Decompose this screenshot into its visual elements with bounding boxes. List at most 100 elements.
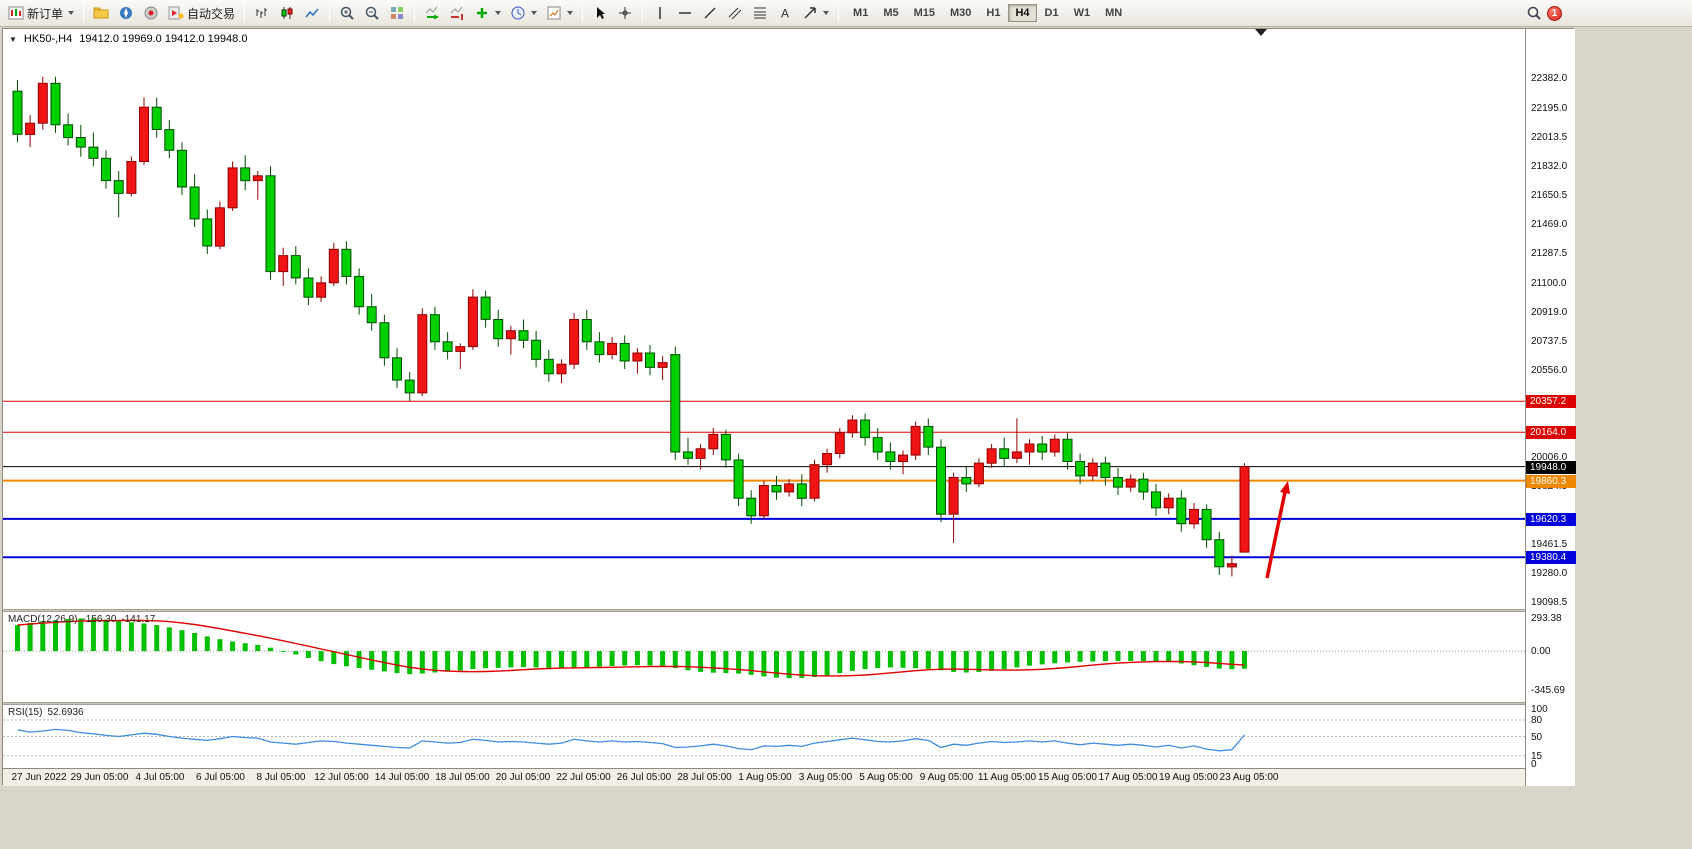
axis-tick-label: 20006.0 (1531, 452, 1568, 464)
time-label: 15 Aug 05:00 (1038, 772, 1097, 783)
axis-tick-label: 22013.5 (1531, 132, 1568, 143)
horizontal-line-icon (679, 12, 692, 14)
time-axis[interactable]: 27 Jun 2022 29 Jun 05:00 4 Jul 05:00 6 Jul … (3, 768, 1525, 786)
bar-chart-button[interactable] (250, 2, 274, 24)
arrows-tool-icon (804, 7, 816, 19)
line-chart-button[interactable] (300, 2, 324, 24)
axis-tick-label: 19280.0 (1531, 568, 1568, 580)
timeframe-h1[interactable]: H1 (979, 4, 1007, 22)
crosshair-button[interactable] (613, 2, 637, 24)
arrows-tool-button[interactable] (798, 2, 833, 24)
horizontal-line-button[interactable] (673, 2, 697, 24)
new-order-button[interactable]: 新订单 (4, 2, 78, 24)
search-icon (1527, 6, 1541, 20)
chart-shift-icon (450, 6, 464, 20)
timeframe-m1[interactable]: M1 (846, 4, 875, 22)
timeframe-mn[interactable]: MN (1098, 4, 1129, 22)
price-tag: 19380.4 (1526, 551, 1576, 565)
rsi-canvas[interactable] (3, 705, 1525, 768)
time-label: 12 Jul 05:00 (314, 772, 369, 783)
time-label: 5 Aug 05:00 (859, 772, 913, 783)
price-chart-canvas[interactable] (3, 29, 1525, 609)
symbol-period-label: HK50-,H4 (23, 33, 73, 45)
new-order-label: 新订单 (27, 6, 64, 21)
rsi-name: RSI(15) (8, 707, 43, 718)
axis-tick-label: 22382.0 (1531, 73, 1568, 85)
vertical-line-button[interactable] (648, 2, 672, 24)
tile-windows-button[interactable] (385, 2, 409, 24)
timeframe-m15[interactable]: M15 (907, 4, 942, 22)
toolbar-separator (329, 4, 331, 22)
price-tag: 19948.0 (1526, 460, 1576, 474)
toolbar-separator (244, 4, 246, 22)
axis-tick-label: 20919.0 (1531, 306, 1568, 318)
macd-main-value: -156.30 (82, 614, 117, 625)
timeframe-w1[interactable]: W1 (1067, 4, 1098, 22)
ohlc-values: 19412.0 19969.0 19412.0 19948.0 (79, 33, 248, 45)
time-label: 23 Aug 05:00 (1219, 772, 1279, 783)
time-label: 17 Aug 05:00 (1098, 772, 1158, 783)
profiles-icon (93, 7, 109, 19)
notification-badge[interactable]: 1 (1547, 5, 1562, 21)
auto-scroll-icon (425, 6, 440, 20)
time-label: 26 Jul 05:00 (616, 772, 672, 783)
auto-scroll-button[interactable] (420, 2, 444, 24)
fibonacci-button[interactable] (748, 2, 772, 24)
zoom-in-button[interactable] (335, 2, 359, 24)
periods-clock-icon (511, 6, 525, 20)
community-button[interactable] (139, 2, 163, 24)
panel-divider[interactable] (3, 609, 1573, 612)
axis-tick-label: 21650.5 (1531, 189, 1568, 201)
price-tag: 20357.2 (1526, 395, 1576, 409)
macd-name: MACD(12,26,9) (8, 614, 78, 625)
time-label: 6 Jul 05:00 (196, 772, 245, 783)
one-click-trading-toggle[interactable]: ▼ (9, 34, 17, 44)
time-label: 3 Aug 05:00 (798, 772, 853, 783)
toolbar-separator (83, 4, 85, 22)
bar-chart-icon (256, 8, 268, 18)
candlestick-chart-icon (281, 7, 293, 19)
zoom-out-button[interactable] (360, 2, 384, 24)
indicators-button[interactable] (470, 2, 505, 24)
axis-tick-label: 80 (1531, 715, 1543, 726)
periods-button[interactable] (506, 2, 541, 24)
time-label: 1 Aug 05:00 (738, 772, 792, 783)
templates-button[interactable] (542, 2, 577, 24)
profiles-button[interactable] (89, 2, 113, 24)
time-label: 27 Jun 2022 (11, 772, 67, 783)
axis-tick-label: 21287.5 (1531, 247, 1568, 259)
search-button[interactable] (1522, 2, 1546, 24)
svg-text:A: A (781, 7, 789, 21)
price-axis[interactable]: 22382.0 22195.0 22013.5 21832.0 21650.5 21469… (1525, 29, 1576, 786)
macd-signal-value: -141.17 (121, 614, 156, 625)
axis-tick-label: 20556.0 (1531, 364, 1568, 376)
axis-tick-label: 21469.0 (1531, 218, 1568, 230)
axis-tick-label: 15 (1531, 750, 1543, 762)
chart-ohlc-header: ▼ HK50-,H4 19412.0 19969.0 19412.0 19948… (9, 33, 247, 45)
line-chart-icon (305, 8, 319, 18)
channel-icon (728, 7, 742, 20)
axis-tick-label: 22195.0 (1531, 103, 1568, 114)
annotation-arrow[interactable] (1265, 491, 1287, 579)
macd-canvas[interactable] (3, 612, 1525, 702)
channel-button[interactable] (723, 2, 747, 24)
time-label: 29 Jun 05:00 (70, 772, 129, 783)
toolbar-separator (642, 4, 644, 22)
timeframe-d1[interactable]: D1 (1038, 4, 1066, 22)
price-tag: 20164.0 (1526, 426, 1576, 440)
price-tag: 19620.3 (1526, 512, 1576, 526)
trendline-button[interactable] (698, 2, 722, 24)
text-tool-button[interactable]: A (773, 2, 797, 24)
candlestick-chart-button[interactable] (275, 2, 299, 24)
timeframe-m5[interactable]: M5 (876, 4, 905, 22)
cursor-button[interactable] (588, 2, 612, 24)
auto-trading-button[interactable]: 自动交易 (164, 2, 239, 24)
chart-shift-marker[interactable] (1255, 29, 1267, 36)
time-label: 22 Jul 05:00 (556, 772, 611, 783)
navigator-button[interactable] (114, 2, 138, 24)
chart-shift-button[interactable] (445, 2, 469, 24)
timeframe-h4[interactable]: H4 (1008, 4, 1037, 22)
timeframe-m30[interactable]: M30 (943, 4, 978, 22)
axis-tick-label: 0.00 (1531, 646, 1551, 658)
templates-icon (547, 6, 561, 20)
